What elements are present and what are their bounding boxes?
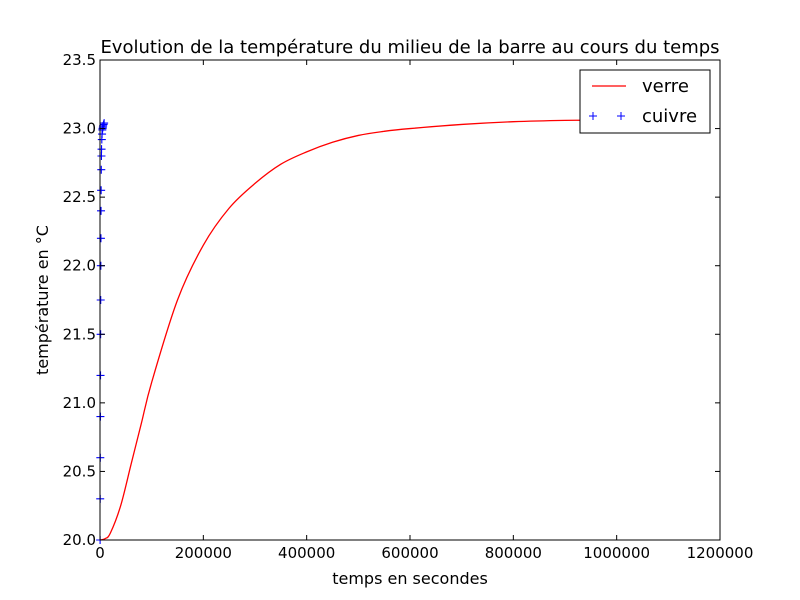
data-point-cuivre	[97, 206, 106, 215]
legend-swatch-cuivre	[589, 112, 625, 120]
x-tick-label: 200000	[175, 544, 232, 562]
legend-label-verre: verre	[642, 76, 689, 97]
data-point-cuivre	[96, 234, 105, 243]
series-line-verre	[99, 119, 591, 541]
data-point-cuivre	[97, 165, 106, 174]
x-tick-label: 1200000	[687, 544, 754, 562]
chart-title: Evolution de la température du milieu de…	[100, 37, 719, 58]
data-point-cuivre	[97, 186, 106, 195]
legend-box	[579, 69, 711, 134]
data-point-cuivre	[97, 152, 106, 160]
y-tick-label: 22.5	[63, 188, 96, 206]
x-tick-label: 1000000	[583, 544, 650, 562]
y-tick-label: 21.5	[63, 325, 96, 343]
x-tick-label: 0	[95, 544, 105, 562]
y-tick-label: 21.0	[63, 394, 96, 412]
y-tick-label: 23.5	[63, 51, 96, 69]
data-point-cuivre	[96, 371, 105, 380]
y-tick-label: 20.0	[63, 531, 96, 549]
data-point-cuivre	[96, 296, 105, 304]
x-tick-label: 800000	[485, 544, 542, 562]
y-tick-label: 23.0	[63, 120, 96, 138]
x-tick-label: 400000	[278, 544, 335, 562]
legend-label-cuivre: cuivre	[642, 106, 697, 127]
plot-area: 0 200000 400000 600000 800000 1000000 1200000 2…	[63, 51, 754, 562]
x-axis-label: temps en secondes	[332, 569, 488, 588]
y-tick-label: 22.0	[63, 257, 96, 275]
data-point-cuivre	[100, 119, 109, 128]
legend: verre cuivre	[579, 69, 711, 134]
y-axis-label: température en °C	[33, 225, 52, 375]
x-tick-label: 600000	[381, 544, 438, 562]
y-tick-label: 20.5	[63, 462, 96, 480]
data-point-cuivre	[97, 145, 106, 154]
